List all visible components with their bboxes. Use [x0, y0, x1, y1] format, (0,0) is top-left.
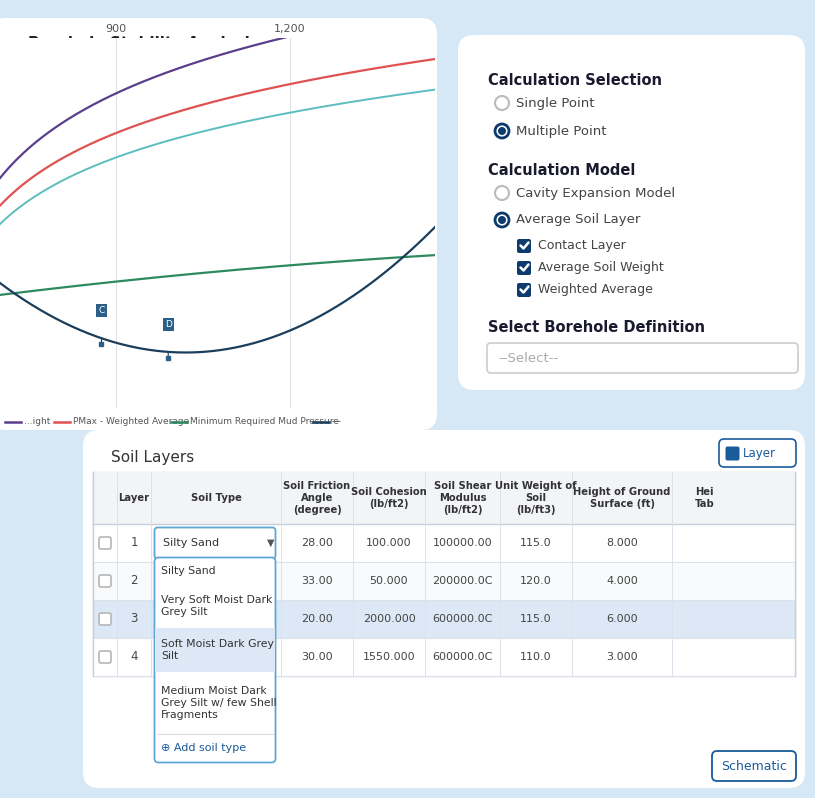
- Text: Soil Friction
Angle
(degree): Soil Friction Angle (degree): [284, 480, 350, 516]
- Text: ...ight: ...ight: [24, 417, 51, 426]
- Text: Soil Type: Soil Type: [191, 493, 241, 503]
- Circle shape: [495, 186, 509, 200]
- FancyBboxPatch shape: [725, 447, 739, 460]
- Text: 30.00: 30.00: [302, 652, 333, 662]
- FancyBboxPatch shape: [712, 751, 796, 781]
- Text: Layer: Layer: [118, 493, 150, 503]
- Text: 4.000: 4.000: [606, 576, 638, 586]
- Circle shape: [495, 96, 509, 110]
- Text: PMax - Weighted Average: PMax - Weighted Average: [73, 417, 190, 426]
- FancyBboxPatch shape: [517, 239, 531, 253]
- Text: 1: 1: [130, 536, 138, 550]
- Bar: [93, 600, 795, 638]
- Text: Multiple Point: Multiple Point: [516, 124, 606, 137]
- Text: Soil Shear
Modulus
(lb/ft2): Soil Shear Modulus (lb/ft2): [434, 480, 491, 516]
- FancyBboxPatch shape: [155, 527, 275, 559]
- Bar: [93, 638, 795, 676]
- Text: Layer: Layer: [743, 447, 776, 460]
- Text: Cavity Expansion Model: Cavity Expansion Model: [516, 187, 675, 200]
- Text: 120.0: 120.0: [520, 576, 552, 586]
- FancyBboxPatch shape: [99, 537, 111, 549]
- FancyBboxPatch shape: [99, 651, 111, 663]
- FancyBboxPatch shape: [99, 575, 111, 587]
- Text: 6.000: 6.000: [606, 614, 638, 624]
- Text: 115.0: 115.0: [520, 538, 552, 548]
- Text: 2000.000: 2000.000: [363, 614, 416, 624]
- Text: 33.00: 33.00: [302, 576, 333, 586]
- Text: ⊕ Add soil type: ⊕ Add soil type: [161, 743, 246, 753]
- Text: 3: 3: [130, 613, 138, 626]
- Text: 2: 2: [130, 575, 138, 587]
- FancyBboxPatch shape: [487, 343, 798, 373]
- Text: Select Borehole Definition: Select Borehole Definition: [488, 320, 705, 335]
- Text: Contact Layer: Contact Layer: [538, 239, 626, 252]
- FancyBboxPatch shape: [517, 261, 531, 275]
- Text: 20.00: 20.00: [301, 614, 333, 624]
- Text: Minimum Required Mud Pressure: Minimum Required Mud Pressure: [190, 417, 339, 426]
- Text: Weighted Average: Weighted Average: [538, 283, 653, 297]
- Text: 115.0: 115.0: [520, 614, 552, 624]
- Text: Very Soft Moist Dark
Grey Silt: Very Soft Moist Dark Grey Silt: [159, 570, 271, 592]
- Text: 8.000: 8.000: [606, 538, 638, 548]
- Text: C: C: [99, 306, 104, 315]
- FancyBboxPatch shape: [719, 439, 796, 467]
- Text: Height of Ground
Surface (ft): Height of Ground Surface (ft): [573, 487, 671, 509]
- Text: 100.000: 100.000: [366, 538, 412, 548]
- Text: 3.000: 3.000: [606, 652, 638, 662]
- Text: 600000.0C: 600000.0C: [432, 652, 493, 662]
- FancyBboxPatch shape: [83, 430, 805, 788]
- Text: Soil Cohesion
(lb/ft2): Soil Cohesion (lb/ft2): [351, 487, 427, 509]
- Text: Soil Layers: Soil Layers: [111, 450, 194, 465]
- Text: Length (ft): Length (ft): [90, 53, 156, 66]
- FancyBboxPatch shape: [99, 613, 111, 625]
- Text: --Select--: --Select--: [498, 351, 558, 365]
- Bar: [155, 628, 275, 672]
- Text: Very Soft Moist Dark
Grey Silt: Very Soft Moist Dark Grey Silt: [161, 595, 272, 617]
- FancyBboxPatch shape: [458, 35, 805, 390]
- Text: Silty Sand: Silty Sand: [163, 538, 219, 548]
- Text: Unit Weight of
Soil
(lb/ft3): Unit Weight of Soil (lb/ft3): [496, 480, 577, 516]
- Bar: [93, 472, 795, 524]
- Text: Calculation Selection: Calculation Selection: [488, 73, 662, 88]
- Text: 50.000: 50.000: [370, 576, 408, 586]
- Circle shape: [498, 216, 506, 224]
- Text: D: D: [165, 320, 172, 329]
- Bar: [93, 524, 795, 562]
- Bar: [93, 562, 795, 600]
- FancyBboxPatch shape: [0, 18, 437, 430]
- Circle shape: [498, 127, 506, 135]
- Circle shape: [495, 124, 509, 138]
- Text: 1550.000: 1550.000: [363, 652, 416, 662]
- Text: 200000.0C: 200000.0C: [432, 576, 493, 586]
- Circle shape: [495, 213, 509, 227]
- Text: Medium Moist Dark
Grey Silt w/ few Shell
Fragments: Medium Moist Dark Grey Silt w/ few Shell…: [161, 685, 276, 721]
- Text: Borehole Stability Analysis: Borehole Stability Analysis: [28, 36, 258, 51]
- Text: ▼: ▼: [267, 538, 275, 548]
- Text: Soft Moist Dark Grey
Silt: Soft Moist Dark Grey Silt: [161, 639, 274, 662]
- Text: Soft Moist Dark Grey
Silt: Soft Moist Dark Grey Silt: [159, 608, 272, 630]
- Text: —: —: [332, 417, 341, 426]
- Text: 28.00: 28.00: [301, 538, 333, 548]
- Text: 4: 4: [130, 650, 138, 663]
- Text: Calculation Model: Calculation Model: [488, 163, 636, 178]
- Text: Single Point: Single Point: [516, 97, 594, 109]
- Text: 110.0: 110.0: [520, 652, 552, 662]
- Text: Average Soil Weight: Average Soil Weight: [538, 262, 663, 275]
- Text: Schematic: Schematic: [721, 760, 787, 772]
- Text: 600000.0C: 600000.0C: [432, 614, 493, 624]
- Bar: [93, 472, 795, 676]
- Text: Average Soil Layer: Average Soil Layer: [516, 214, 641, 227]
- Text: Hei
Tab: Hei Tab: [694, 487, 715, 509]
- FancyBboxPatch shape: [155, 558, 275, 763]
- Text: Silty Sand: Silty Sand: [161, 566, 216, 576]
- Text: 100000.00: 100000.00: [433, 538, 492, 548]
- FancyBboxPatch shape: [517, 283, 531, 297]
